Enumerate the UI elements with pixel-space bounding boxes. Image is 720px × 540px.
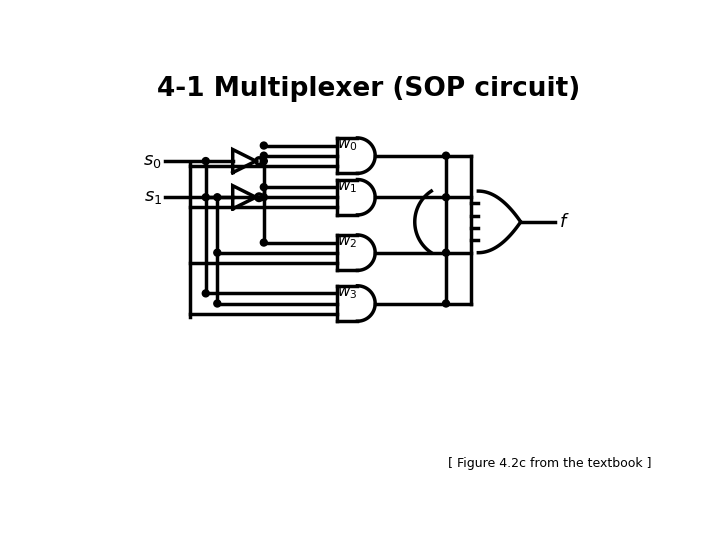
- Circle shape: [261, 158, 267, 165]
- Text: $w_3$: $w_3$: [337, 286, 358, 301]
- Circle shape: [214, 300, 221, 307]
- Text: 4-1 Multiplexer (SOP circuit): 4-1 Multiplexer (SOP circuit): [158, 77, 580, 103]
- Text: [ Figure 4.2c from the textbook ]: [ Figure 4.2c from the textbook ]: [448, 457, 652, 470]
- Circle shape: [202, 194, 210, 201]
- Circle shape: [443, 194, 449, 201]
- Circle shape: [261, 152, 267, 159]
- Circle shape: [202, 290, 210, 297]
- Circle shape: [261, 142, 267, 149]
- Circle shape: [214, 194, 221, 201]
- Text: $w_1$: $w_1$: [338, 179, 358, 195]
- Circle shape: [443, 152, 449, 159]
- Text: $f$: $f$: [559, 213, 570, 231]
- Text: $s_1$: $s_1$: [143, 188, 162, 206]
- Text: $s_0$: $s_0$: [143, 152, 162, 170]
- Circle shape: [443, 300, 449, 307]
- Circle shape: [202, 158, 210, 165]
- Circle shape: [261, 194, 267, 201]
- Text: $w_2$: $w_2$: [338, 235, 358, 251]
- Circle shape: [214, 249, 221, 256]
- Text: $w_0$: $w_0$: [337, 138, 358, 153]
- Circle shape: [443, 249, 449, 256]
- Circle shape: [261, 184, 267, 191]
- Circle shape: [261, 239, 267, 246]
